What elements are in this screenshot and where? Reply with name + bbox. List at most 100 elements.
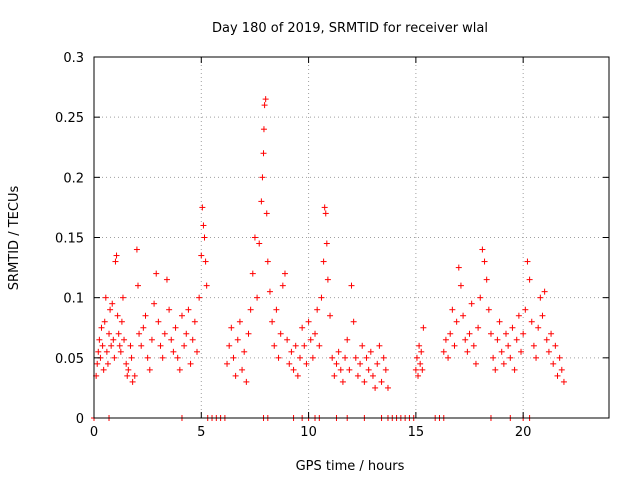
data-point — [121, 336, 128, 343]
data-point — [333, 360, 340, 367]
data-point — [522, 306, 529, 313]
data-point — [263, 210, 270, 217]
data-point — [185, 306, 192, 313]
data-point — [537, 294, 544, 301]
data-point — [123, 360, 130, 367]
data-point — [526, 276, 533, 283]
data-point — [412, 366, 419, 373]
data-point — [230, 354, 237, 361]
data-point — [271, 342, 278, 349]
data-point — [234, 336, 241, 343]
data-point — [261, 102, 268, 109]
data-point — [303, 360, 310, 367]
data-point — [515, 312, 522, 319]
data-point — [447, 330, 454, 337]
data-point — [200, 222, 207, 229]
data-point — [350, 318, 357, 325]
data-point — [281, 270, 288, 277]
data-point — [498, 348, 505, 355]
data-point — [260, 150, 267, 157]
data-point — [322, 210, 329, 217]
data-point — [151, 300, 158, 307]
data-point — [365, 366, 372, 373]
data-point — [108, 342, 115, 349]
data-point — [245, 330, 252, 337]
data-point — [479, 246, 486, 253]
data-point — [372, 384, 379, 391]
data-point — [286, 360, 293, 367]
data-point — [170, 348, 177, 355]
data-point — [342, 354, 349, 361]
data-point — [100, 366, 107, 373]
data-point — [181, 342, 188, 349]
data-point — [259, 174, 266, 181]
data-point — [275, 354, 282, 361]
data-point — [470, 342, 477, 349]
data-point — [95, 348, 102, 355]
data-point — [133, 246, 140, 253]
data-point — [335, 348, 342, 355]
data-point — [305, 318, 312, 325]
data-point — [266, 288, 273, 295]
data-point — [530, 342, 537, 349]
data-point — [466, 330, 473, 337]
data-point — [114, 312, 121, 319]
data-point — [382, 366, 389, 373]
data-point — [224, 360, 231, 367]
data-point — [500, 360, 507, 367]
data-point — [487, 330, 494, 337]
data-point — [417, 360, 424, 367]
data-point — [102, 294, 109, 301]
y-tick-label: 0.1 — [63, 292, 84, 307]
data-point — [316, 342, 323, 349]
y-tick-label: 0.25 — [55, 111, 84, 126]
data-point — [299, 324, 306, 331]
data-point — [416, 342, 423, 349]
data-point — [189, 336, 196, 343]
data-point — [560, 378, 567, 385]
data-point — [468, 300, 475, 307]
data-point — [104, 360, 111, 367]
data-point — [331, 372, 338, 379]
data-point — [109, 300, 116, 307]
data-point — [346, 366, 353, 373]
data-point — [337, 366, 344, 373]
data-point — [419, 366, 426, 373]
data-point — [455, 264, 462, 271]
data-point — [320, 258, 327, 265]
data-point — [513, 336, 520, 343]
data-point — [264, 258, 271, 265]
data-point — [194, 348, 200, 355]
data-point — [236, 318, 243, 325]
data-point — [496, 318, 503, 325]
data-point — [352, 354, 359, 361]
data-point — [494, 336, 501, 343]
data-point — [103, 348, 110, 355]
data-point — [445, 354, 452, 361]
data-point — [201, 234, 208, 241]
data-point — [136, 330, 143, 337]
data-point — [258, 198, 265, 205]
data-point — [329, 354, 336, 361]
data-point — [113, 252, 120, 259]
data-point — [107, 306, 114, 313]
data-point — [415, 372, 422, 379]
data-point — [324, 276, 331, 283]
data-point — [140, 324, 147, 331]
data-point — [273, 306, 280, 313]
data-point — [199, 204, 206, 211]
data-point — [477, 294, 484, 301]
data-point — [247, 306, 254, 313]
data-point — [503, 330, 509, 337]
data-point — [168, 336, 175, 343]
data-point — [348, 282, 355, 289]
x-tick-label: 20 — [515, 425, 532, 440]
data-point — [442, 336, 449, 343]
data-point — [117, 348, 124, 355]
data-point — [129, 378, 136, 385]
data-point — [518, 348, 525, 355]
data-point — [155, 318, 162, 325]
data-point — [449, 306, 456, 313]
